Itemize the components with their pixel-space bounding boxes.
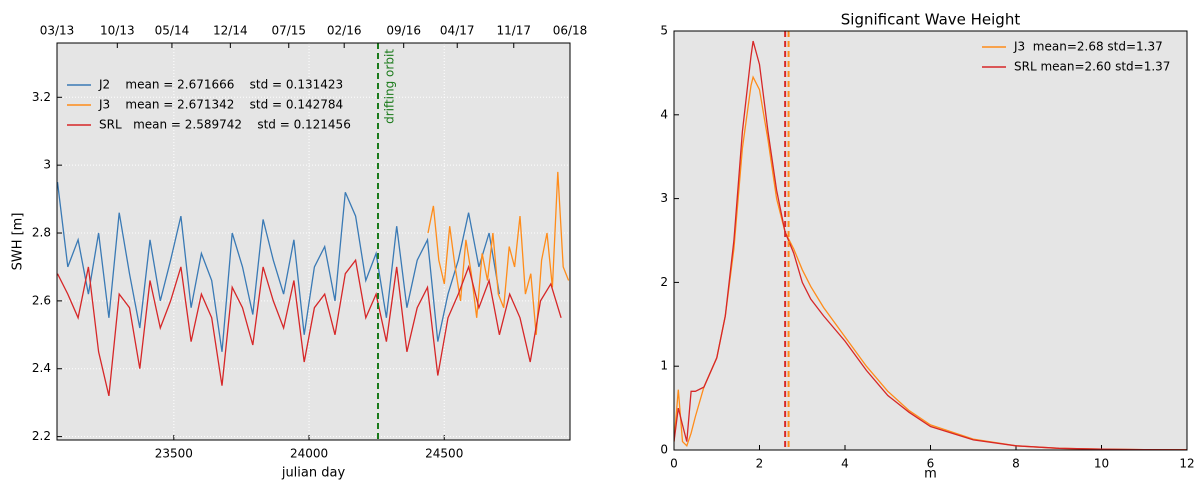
x-tick-label: 2 bbox=[756, 457, 764, 471]
x2-tick-label: 06/18 bbox=[553, 24, 588, 38]
series-line bbox=[427, 171, 570, 335]
x2-tick-label: 02/16 bbox=[327, 24, 362, 38]
y-tick-label: 2.2 bbox=[32, 429, 51, 443]
y-tick-label: 3 bbox=[660, 191, 668, 205]
plot-frame bbox=[673, 30, 1188, 451]
legend-label: SRL mean=2.60 std=1.37 bbox=[1014, 60, 1170, 74]
y-tick-label: 2.8 bbox=[32, 226, 51, 240]
x-tick-label: 6 bbox=[927, 457, 935, 471]
x2-tick-label: 04/17 bbox=[440, 24, 475, 38]
plot-area bbox=[674, 31, 1187, 450]
x2-tick-label: 03/13 bbox=[40, 24, 75, 38]
legend-label: J2 mean = 2.671666 std = 0.131423 bbox=[98, 78, 343, 92]
x2-tick-label: 05/14 bbox=[155, 24, 190, 38]
x2-tick-label: 09/16 bbox=[386, 24, 421, 38]
x-tick-label: 12 bbox=[1179, 457, 1194, 471]
x-tick-label: 23500 bbox=[155, 447, 193, 461]
y-tick-label: 4 bbox=[660, 107, 668, 121]
series-line bbox=[674, 40, 1187, 450]
series-line bbox=[674, 75, 1187, 450]
legend-label: SRL mean = 2.589742 std = 0.121456 bbox=[99, 118, 351, 132]
x-axis-label: julian day bbox=[281, 466, 346, 481]
x-tick-label: 0 bbox=[670, 457, 678, 471]
vline-label: drifting orbit bbox=[382, 49, 396, 124]
y-tick-label: 2.4 bbox=[32, 361, 51, 375]
chart-title: Significant Wave Height bbox=[841, 11, 1021, 29]
x-axis-label: m bbox=[924, 467, 937, 481]
x2-tick-label: 07/15 bbox=[271, 24, 306, 38]
x2-tick-label: 12/14 bbox=[213, 24, 248, 38]
y-tick-label: 2 bbox=[660, 275, 668, 289]
y-tick-label: 0 bbox=[660, 443, 668, 457]
x-tick-label: 4 bbox=[841, 457, 849, 471]
x-tick-label: 8 bbox=[1012, 457, 1020, 471]
plot-frame bbox=[56, 42, 571, 441]
y-tick-label: 2.6 bbox=[32, 293, 51, 307]
plot-area bbox=[57, 43, 570, 440]
y-tick-label: 3 bbox=[43, 158, 51, 172]
x-tick-label: 24000 bbox=[290, 447, 328, 461]
x-tick-label: 10 bbox=[1094, 457, 1109, 471]
y-tick-label: 3.2 bbox=[32, 90, 51, 104]
series-line bbox=[57, 182, 501, 352]
x2-tick-label: 10/13 bbox=[100, 24, 135, 38]
legend-label: J3 mean=2.68 std=1.37 bbox=[1013, 40, 1163, 54]
x2-tick-label: 11/17 bbox=[496, 24, 531, 38]
x-tick-label: 24500 bbox=[425, 447, 463, 461]
y-axis-label: SWH [m] bbox=[11, 213, 26, 271]
y-tick-label: 1 bbox=[660, 359, 668, 373]
legend-label: J3 mean = 2.671342 std = 0.142784 bbox=[98, 98, 343, 112]
y-tick-label: 5 bbox=[660, 24, 668, 38]
series-line bbox=[57, 258, 562, 397]
